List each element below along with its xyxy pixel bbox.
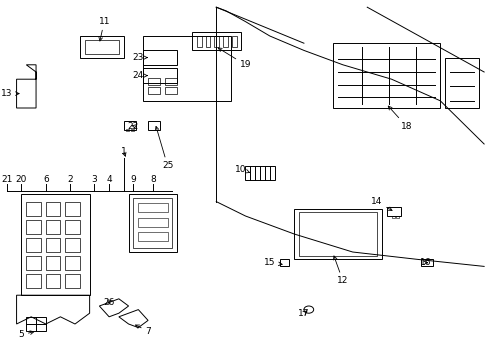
Bar <box>386 207 401 216</box>
Bar <box>196 36 201 47</box>
Bar <box>65 238 80 252</box>
Bar <box>332 43 439 108</box>
Bar <box>46 274 61 288</box>
Bar <box>444 58 478 108</box>
Bar <box>65 256 80 270</box>
Bar <box>223 36 227 47</box>
Bar <box>46 202 61 216</box>
Text: 24: 24 <box>132 71 147 80</box>
Text: 13: 13 <box>1 89 19 98</box>
Bar <box>133 198 172 248</box>
Text: 23: 23 <box>132 53 147 62</box>
Bar <box>138 218 167 227</box>
Bar <box>84 40 119 54</box>
Bar <box>26 238 41 252</box>
Bar <box>165 87 177 94</box>
Text: 7: 7 <box>135 325 151 336</box>
Text: 1: 1 <box>121 147 126 156</box>
Bar <box>143 36 230 101</box>
Bar <box>420 259 432 266</box>
Text: 3: 3 <box>91 175 97 184</box>
Text: 15: 15 <box>264 258 282 267</box>
Bar <box>191 32 240 50</box>
Bar <box>131 129 134 131</box>
Bar <box>26 274 41 288</box>
Text: 12: 12 <box>333 256 348 285</box>
Bar <box>138 232 167 241</box>
Bar <box>65 274 80 288</box>
Text: 17: 17 <box>298 309 309 318</box>
Text: 19: 19 <box>218 48 251 69</box>
Text: 16: 16 <box>419 258 430 267</box>
Bar <box>391 216 394 218</box>
Bar <box>65 220 80 234</box>
Bar <box>80 36 123 58</box>
Text: 21: 21 <box>1 175 13 184</box>
Bar <box>21 194 89 295</box>
Bar <box>46 220 61 234</box>
Text: 4: 4 <box>106 175 112 184</box>
Bar <box>165 78 177 85</box>
Bar <box>143 50 177 65</box>
Bar <box>126 129 129 131</box>
Bar <box>26 317 46 331</box>
Text: 22: 22 <box>127 122 139 131</box>
Bar <box>138 203 167 212</box>
Bar <box>148 78 160 85</box>
Text: 2: 2 <box>67 175 73 184</box>
Text: 18: 18 <box>387 106 411 131</box>
Bar <box>26 256 41 270</box>
Bar <box>46 238 61 252</box>
Bar <box>205 36 210 47</box>
Text: 10: 10 <box>234 165 249 174</box>
Text: 11: 11 <box>98 17 110 41</box>
Text: 6: 6 <box>43 175 49 184</box>
Bar <box>231 36 236 47</box>
Bar <box>123 121 136 130</box>
Bar <box>26 220 41 234</box>
Text: 20: 20 <box>16 175 27 184</box>
Bar <box>148 121 160 130</box>
Text: 25: 25 <box>155 126 173 170</box>
Bar <box>26 202 41 216</box>
Bar <box>128 194 177 252</box>
Bar <box>294 209 381 259</box>
Text: 8: 8 <box>150 175 156 184</box>
Bar <box>279 259 289 266</box>
Text: 26: 26 <box>103 298 115 307</box>
Bar <box>396 216 399 218</box>
Text: 14: 14 <box>370 197 391 211</box>
Text: 9: 9 <box>130 175 136 184</box>
Bar <box>143 68 177 83</box>
Bar <box>46 256 61 270</box>
Text: 5: 5 <box>19 330 34 339</box>
Bar <box>65 202 80 216</box>
Bar <box>148 87 160 94</box>
Bar <box>299 212 376 256</box>
Bar <box>245 166 274 180</box>
Bar <box>214 36 219 47</box>
